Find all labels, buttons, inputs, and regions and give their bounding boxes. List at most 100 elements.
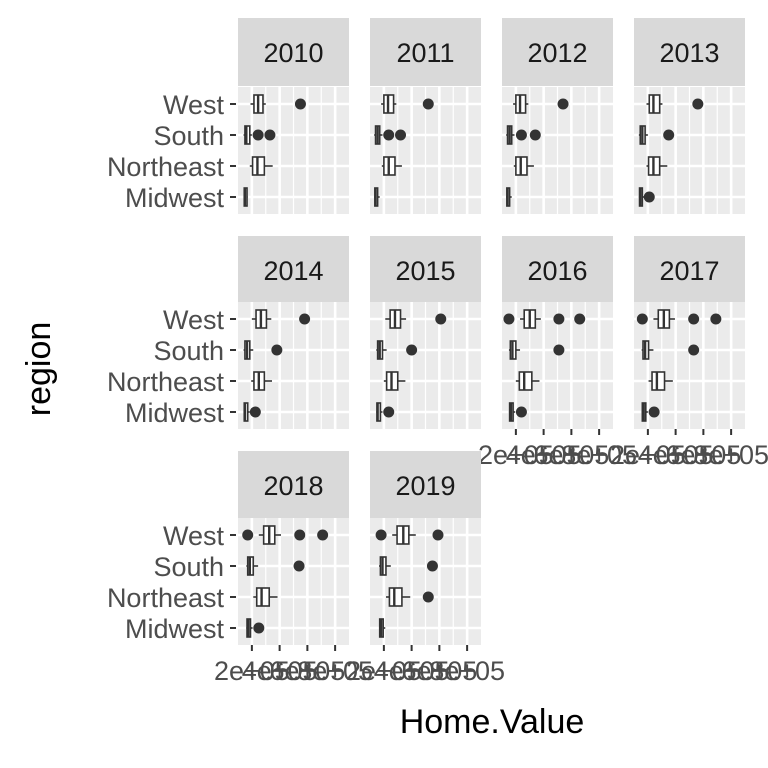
facet-strip-label: 2013 (659, 38, 719, 68)
y-tick-label: Northeast (107, 583, 225, 613)
x-tick-label: 2e+05 (478, 440, 554, 470)
boxplot-south (506, 125, 541, 145)
facet-strip-label: 2018 (263, 471, 323, 501)
y-tick-label: Midwest (125, 183, 225, 213)
y-tick-label: Midwest (125, 398, 225, 428)
x-tick-label: 6e+05 (269, 656, 345, 686)
boxplot-northeast (251, 371, 272, 391)
boxplot-midwest (506, 187, 512, 207)
boxplot-south (374, 125, 407, 145)
facet-strip-label: 2015 (395, 256, 455, 286)
boxplot-west (513, 94, 569, 114)
facet-2013: 2013 (634, 18, 745, 214)
boxplot-midwest (243, 187, 248, 207)
facet-strip-label: 2012 (527, 38, 587, 68)
boxplot-outlier (299, 313, 311, 325)
boxplot-outlier (242, 529, 254, 541)
boxplot-northeast (515, 371, 540, 391)
boxplot-northeast (648, 371, 673, 391)
boxplot-south (243, 125, 276, 145)
x-tick-label: 8e+05 (693, 440, 768, 470)
facet-strip-label: 2010 (263, 38, 323, 68)
facet-strip (238, 236, 349, 304)
boxplot-outlier (317, 529, 329, 541)
facet-strip-label: 2016 (527, 256, 587, 286)
boxplot-south (638, 125, 675, 145)
boxplot-west (503, 309, 586, 329)
facet-strip (370, 451, 481, 519)
x-tick-label: 6e+05 (665, 440, 741, 470)
boxplot-outlier (432, 529, 444, 541)
x-tick-label: 2e+05 (610, 440, 686, 470)
boxplot-west (646, 94, 704, 114)
facet-strip (370, 18, 481, 86)
boxplot-midwest (378, 618, 386, 638)
x-tick-label: 4e+05 (374, 656, 450, 686)
boxplot-south (246, 556, 305, 576)
y-axis-title: region (20, 322, 58, 417)
x-tick-label: 8e+05 (429, 656, 505, 686)
boxplot-outlier (422, 98, 434, 110)
boxplot-midwest (641, 402, 660, 422)
boxplot-south (641, 340, 700, 360)
y-tick-label: Northeast (107, 152, 225, 182)
boxplot-outlier (293, 560, 305, 572)
boxplot-outlier (553, 344, 565, 356)
boxplot-outlier (252, 129, 264, 141)
facet-strip (238, 451, 349, 519)
boxplot-outlier (406, 344, 418, 356)
boxplot-outlier (253, 622, 265, 634)
boxplot-northeast (646, 156, 668, 176)
facet-strip (634, 236, 745, 304)
boxplot-outlier (426, 560, 438, 572)
boxplot-outlier (515, 406, 527, 418)
boxplot-box (518, 371, 533, 391)
boxplot-outlier (383, 129, 395, 141)
y-tick-label: South (153, 552, 224, 582)
x-tick-label: 8e+05 (297, 656, 373, 686)
boxplot-south (379, 556, 438, 576)
boxplot-outlier (529, 129, 541, 141)
facet-2011: 2011 (370, 18, 481, 214)
x-tick-label: 6e+05 (401, 656, 477, 686)
boxplot-south (508, 340, 565, 360)
boxplot-outlier (515, 129, 527, 141)
facet-strip (502, 236, 613, 304)
facet-strip (634, 18, 745, 86)
boxplot-northeast (253, 587, 278, 607)
boxplot-west (242, 525, 329, 545)
y-tick-label: West (163, 305, 225, 335)
x-axis-title: Home.Value (400, 703, 585, 741)
x-tick-label: 4e+05 (242, 656, 318, 686)
boxplot-outlier (375, 529, 387, 541)
boxplot-outlier (688, 313, 700, 325)
facet-strip (238, 18, 349, 86)
boxplot-northeast (249, 156, 273, 176)
y-tick-label: South (153, 336, 224, 366)
boxplot-west (636, 309, 722, 329)
boxplot-outlier (422, 591, 434, 603)
boxplot-outlier (249, 406, 261, 418)
x-tick-label: 4e+05 (506, 440, 582, 470)
boxplot-midwest (374, 187, 380, 207)
boxplot-outlier (435, 313, 447, 325)
y-tick-label: South (153, 121, 224, 151)
boxplot-west (251, 309, 311, 329)
boxplot-box (255, 587, 271, 607)
boxplot-outlier (503, 313, 515, 325)
x-tick-label: 8e+05 (561, 440, 637, 470)
boxplot-outlier (688, 344, 700, 356)
boxplot-midwest (376, 402, 395, 422)
boxplot-outlier (692, 98, 704, 110)
facet-2012: 2012 (502, 18, 613, 214)
boxplot-midwest (243, 402, 261, 422)
x-tick-label: 2e+05 (214, 656, 290, 686)
x-tick-label: 6e+05 (533, 440, 609, 470)
boxplot-northeast (381, 156, 402, 176)
y-tick-label: West (163, 90, 225, 120)
boxplot-outlier (395, 129, 407, 141)
